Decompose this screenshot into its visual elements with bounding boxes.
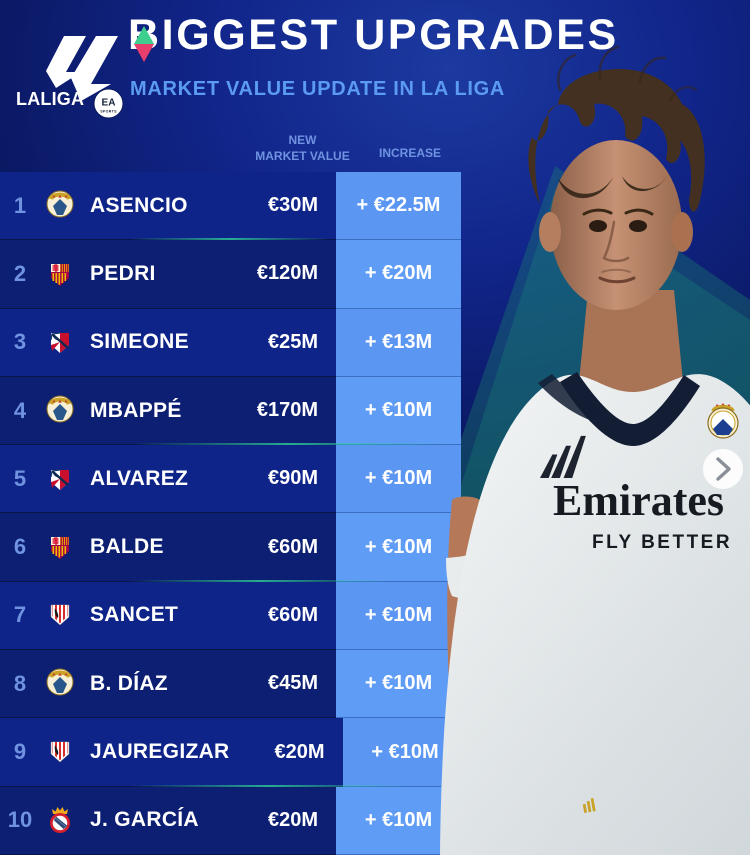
svg-text:Emirates: Emirates <box>553 476 724 525</box>
svg-text:FLY BETTER: FLY BETTER <box>592 532 732 553</box>
